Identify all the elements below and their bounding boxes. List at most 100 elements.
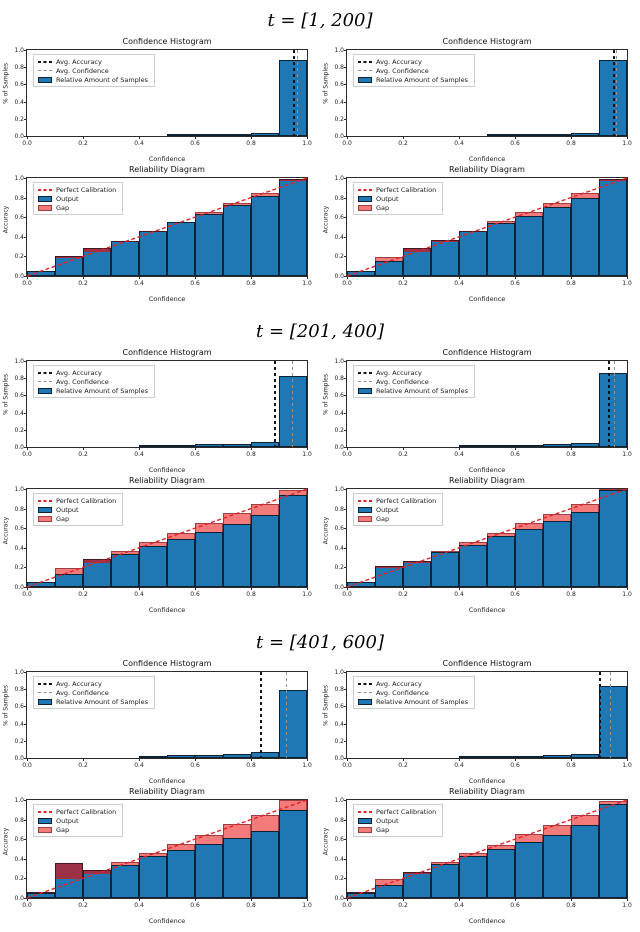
- y-tick-label: 0.8: [14, 505, 24, 513]
- histogram-bar: [515, 134, 543, 136]
- legend-item: Output: [358, 816, 436, 825]
- gap-overlap-segment: [279, 179, 307, 181]
- y-tick-mark: [24, 489, 27, 490]
- output-bar: [431, 863, 459, 898]
- samples-patch-icon: [358, 698, 372, 705]
- figure-section: t = [401, 600] 0.0 0.0 0.2 0.2 0.4 0.4 0.6 0.6 0.…: [0, 630, 640, 926]
- x-tick-label: 1.0: [302, 902, 312, 909]
- y-tick-label: 0.2: [14, 426, 24, 434]
- x-tick-mark: [195, 758, 196, 761]
- confidence-histogram: 0.0 0.0 0.2 0.2 0.4 0.4 0.6 0.6 0.8 0.8 1.0 1.0 Avg.…: [0, 347, 320, 475]
- y-tick-label: 0.2: [334, 875, 344, 883]
- x-tick-label: 0.0: [342, 451, 352, 458]
- x-tick-mark: [347, 758, 348, 761]
- x-tick-mark: [195, 587, 196, 590]
- legend-label: Relative Amount of Samples: [376, 386, 468, 395]
- perfect-calibration-line-icon: [38, 499, 52, 502]
- reliability-diagram: 0.0 0.0 0.2 0.2 0.4 0.4 0.6 0.6 0.8 0.8 1.0 1.0 Perf…: [0, 164, 320, 304]
- y-tick-label: 1.0: [334, 669, 344, 676]
- y-tick-mark: [344, 395, 347, 397]
- y-tick-mark: [24, 587, 27, 588]
- gap-overlap-segment: [111, 241, 139, 243]
- legend-label: Relative Amount of Samples: [376, 75, 468, 84]
- y-tick-mark: [24, 858, 27, 860]
- x-tick-mark: [251, 898, 252, 901]
- y-tick-label: 0.8: [334, 505, 344, 513]
- x-tick-label: 0.6: [190, 591, 200, 598]
- x-tick-mark: [251, 587, 252, 590]
- y-tick-mark: [24, 508, 27, 510]
- y-tick-mark: [344, 706, 347, 708]
- x-tick-label: 0.6: [190, 140, 200, 147]
- y-tick-mark: [24, 197, 27, 199]
- gap-segment: [571, 503, 599, 513]
- x-tick-label: 0.2: [398, 762, 408, 769]
- gap-segment: [251, 503, 279, 515]
- chart-column: 0.0 0.0 0.2 0.2 0.4 0.4 0.6 0.6 0.8 0.8 1.0 1.0 Avg.…: [320, 658, 640, 926]
- x-tick-label: 0.4: [134, 762, 144, 769]
- x-tick-mark: [27, 136, 28, 139]
- y-tick-label: 0.4: [14, 233, 24, 241]
- y-tick-mark: [344, 839, 347, 841]
- histogram-bar: [251, 442, 279, 447]
- y-tick-label: 0.6: [334, 214, 344, 222]
- y-tick-label: 0.0: [334, 273, 344, 280]
- y-tick-label: 0.4: [14, 98, 24, 106]
- y-tick-label: 0.4: [334, 233, 344, 241]
- avg-accuracy-line: [259, 672, 262, 758]
- x-tick-label: 0.6: [510, 451, 520, 458]
- legend: Avg. Accuracy Avg. Confidence Relative Amo…: [33, 365, 155, 398]
- charts-row: 0.0 0.0 0.2 0.2 0.4 0.4 0.6 0.6 0.8 0.8 1.0 1.0 Avg.…: [0, 347, 640, 615]
- y-tick-mark: [344, 178, 347, 179]
- x-tick-mark: [139, 758, 140, 761]
- x-tick-mark: [459, 587, 460, 590]
- gap-patch-icon: [358, 826, 372, 833]
- y-tick-label: 1.0: [334, 486, 344, 493]
- histogram-bar: [167, 755, 195, 758]
- plot-area: 0.0 0.0 0.2 0.2 0.4 0.4 0.6 0.6 0.8 0.8 1.0 1.0 Perf…: [14, 486, 311, 598]
- plot-area: 0.0 0.0 0.2 0.2 0.4 0.4 0.6 0.6 0.8 0.8 1.0 1.0 Perf…: [14, 797, 311, 909]
- output-bar: [515, 529, 543, 587]
- y-tick-label: 0.4: [334, 720, 344, 728]
- output-bar: [459, 544, 487, 587]
- y-axis-label: Accuracy: [2, 205, 10, 234]
- x-tick-mark: [307, 136, 308, 139]
- y-tick-label: 0.8: [14, 686, 24, 694]
- histogram-bar: [599, 685, 627, 758]
- histogram-bar: [543, 444, 571, 447]
- x-axis-label: Confidence: [148, 295, 186, 303]
- confidence-histogram: 0.0 0.0 0.2 0.2 0.4 0.4 0.6 0.6 0.8 0.8 1.0 1.0 Avg.…: [320, 347, 640, 475]
- y-tick-mark: [344, 740, 347, 742]
- y-tick-label: 0.0: [14, 273, 24, 280]
- plot-area: 0.0 0.0 0.2 0.2 0.4 0.4 0.6 0.6 0.8 0.8 1.0 1.0 Perf…: [14, 175, 311, 287]
- y-tick-label: 0.2: [334, 737, 344, 745]
- chart-title: Reliability Diagram: [129, 165, 205, 174]
- histogram-bar: [251, 133, 279, 136]
- x-tick-mark: [571, 587, 572, 590]
- x-tick-mark: [27, 758, 28, 761]
- x-tick-mark: [307, 898, 308, 901]
- x-tick-mark: [515, 276, 516, 279]
- legend-item: Gap: [358, 203, 436, 212]
- x-tick-mark: [515, 447, 516, 450]
- x-tick-mark: [251, 276, 252, 279]
- legend-label: Avg. Confidence: [376, 688, 429, 697]
- legend: Avg. Accuracy Avg. Confidence Relative Amo…: [353, 365, 475, 398]
- y-tick-label: 0.4: [334, 98, 344, 106]
- output-bar: [543, 521, 571, 587]
- y-tick-mark: [344, 672, 347, 673]
- x-tick-label: 1.0: [302, 140, 312, 147]
- perfect-calibration-line-icon: [358, 188, 372, 191]
- y-tick-mark: [344, 800, 347, 801]
- x-tick-label: 0.6: [190, 902, 200, 909]
- section-title: t = [201, 400]: [256, 321, 384, 342]
- output-patch-icon: [358, 195, 372, 202]
- reliability-diagram: 0.0 0.0 0.2 0.2 0.4 0.4 0.6 0.6 0.8 0.8 1.0 1.0 Perf…: [320, 786, 640, 926]
- x-tick-label: 0.6: [510, 140, 520, 147]
- legend-item: Avg. Accuracy: [38, 368, 148, 377]
- x-tick-mark: [307, 758, 308, 761]
- histogram-bar: [571, 442, 599, 447]
- histogram-bar: [571, 133, 599, 136]
- avg-confidence-line-icon: [358, 691, 372, 694]
- histogram-bar: [167, 445, 195, 447]
